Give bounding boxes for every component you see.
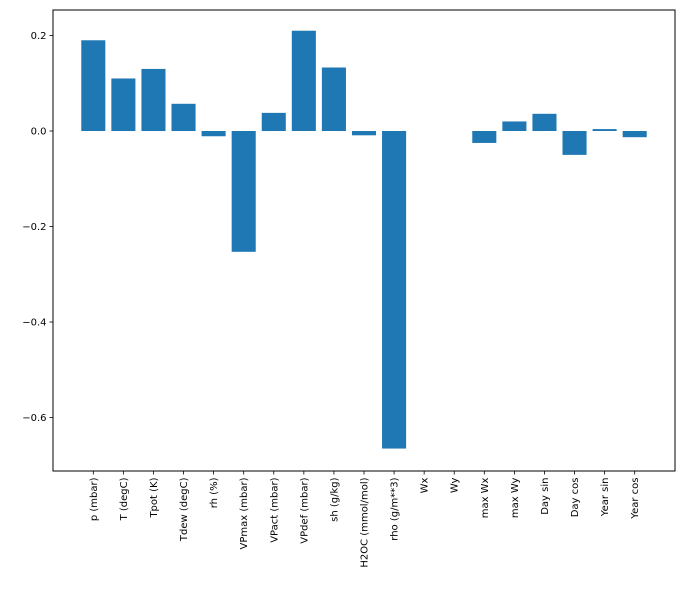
x-tick-label: max Wy xyxy=(510,477,521,518)
x-tick-label: p (mbar) xyxy=(89,477,100,521)
bar-tpot-k xyxy=(141,68,166,132)
bar-vpmax-mbar xyxy=(231,131,256,252)
bar-rho-g-m-3 xyxy=(382,131,407,449)
bar-sh-g-kg xyxy=(321,67,346,131)
x-tick-label: max Wx xyxy=(480,477,491,518)
bar-year-cos xyxy=(622,131,647,138)
bar-max-wx xyxy=(472,131,497,143)
axes-frame xyxy=(52,9,676,472)
y-tick-label: 0.2 xyxy=(31,31,47,42)
bar-vpact-mbar xyxy=(261,112,286,132)
bar-rh xyxy=(201,131,226,137)
x-tick-label: Year sin xyxy=(600,478,611,518)
x-tick-label: Tdew (degC) xyxy=(179,477,190,542)
x-tick-label: H2OC (mmol/mol) xyxy=(360,477,371,567)
bar-tdew-degc xyxy=(171,103,196,132)
x-tick-label: Tpot (K) xyxy=(149,477,160,518)
bar-day-sin xyxy=(532,113,557,131)
x-tick-label: Wy xyxy=(450,477,461,493)
bar-year-sin xyxy=(592,129,617,131)
x-tick-label: T (degC) xyxy=(119,477,130,521)
x-tick-label: VPdef (mbar) xyxy=(299,477,310,543)
x-tick-label: VPact (mbar) xyxy=(269,477,280,542)
bar-h2oc-mmol-mol xyxy=(351,131,377,136)
x-tick-label: rh (%) xyxy=(209,477,220,508)
x-tick-label: sh (g/kg) xyxy=(329,477,340,521)
bar-vpdef-mbar xyxy=(291,30,316,131)
bar-day-cos xyxy=(562,131,587,155)
y-tick-label: −0.6 xyxy=(22,413,46,424)
y-tick-label: −0.4 xyxy=(22,318,46,329)
x-tick-label: Day cos xyxy=(570,478,581,518)
x-tick-label: Wx xyxy=(420,477,431,493)
y-tick-label: 0.0 xyxy=(31,127,47,138)
bar-p-mbar xyxy=(81,40,106,131)
x-tick-label: rho (g/m**3) xyxy=(390,477,401,540)
x-tick-label: Day sin xyxy=(540,478,551,515)
y-tick-label: −0.2 xyxy=(22,222,46,233)
x-tick-label: Year cos xyxy=(630,478,641,520)
x-tick-label: VPmax (mbar) xyxy=(239,477,250,549)
bar-max-wy xyxy=(502,121,527,131)
bar-t-degc xyxy=(111,78,136,132)
